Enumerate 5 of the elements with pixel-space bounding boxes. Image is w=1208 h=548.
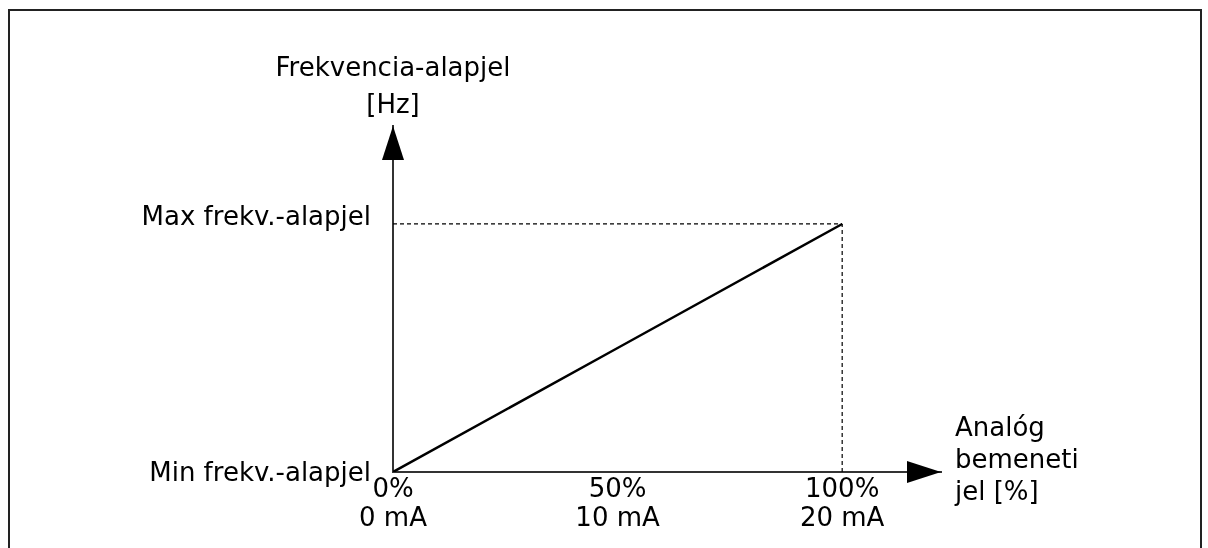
series-label: Max frekv.-alapjel	[141, 200, 371, 231]
x-axis-title: Analóg bemeneti jel [%]	[954, 411, 1079, 506]
y-axis-title: Frekvencia-alapjel [Hz]	[275, 51, 511, 119]
x-tick-label: 100% 20 mA	[799, 473, 885, 532]
x-tick-label: 50% 10 mA	[575, 473, 661, 532]
